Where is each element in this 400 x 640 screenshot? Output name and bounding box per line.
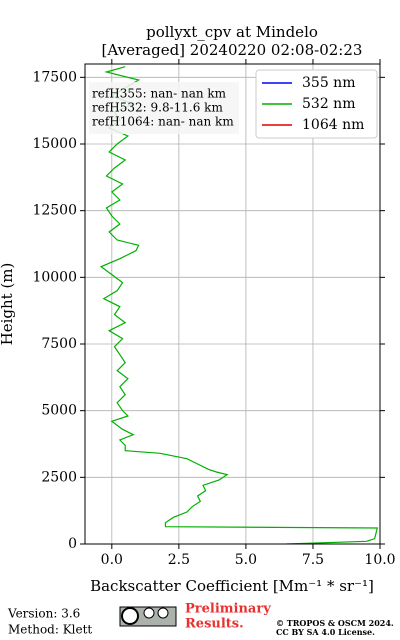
y-tick-label: 0 xyxy=(68,536,77,552)
y-tick-label: 15000 xyxy=(32,136,77,152)
annotation-box xyxy=(89,82,239,134)
y-tick-label: 17500 xyxy=(32,69,77,85)
chart-title: pollyxt_cpv at Mindelo xyxy=(146,23,318,41)
x-tick-label: 2.5 xyxy=(168,552,190,568)
logo-by xyxy=(143,607,155,619)
legend-label: 355 nm xyxy=(302,75,355,91)
status: Preliminary xyxy=(185,602,271,617)
y-axis-label: Height (m) xyxy=(0,263,16,346)
x-tick-label: 5.0 xyxy=(235,552,257,568)
y-tick-label: 5000 xyxy=(41,403,77,419)
plot-frame xyxy=(84,63,381,545)
copyright: © TROPOS & OSCM 2024. xyxy=(276,618,394,628)
logo-cc xyxy=(121,607,139,625)
x-tick-label: 10.0 xyxy=(364,552,395,568)
y-tick-label: 12500 xyxy=(32,203,77,219)
logo-sa xyxy=(157,607,169,619)
license-logo xyxy=(119,606,177,627)
annotation: refH532: 9.8-11.6 km xyxy=(92,101,223,115)
x-tick-label: 7.5 xyxy=(302,552,324,568)
annotation: refH355: nan- nan km xyxy=(92,87,227,101)
legend-box xyxy=(255,69,378,139)
version: Version: 3.6 xyxy=(7,607,80,621)
status: Results. xyxy=(185,617,244,632)
x-axis-label: Backscatter Coefficient [Mm⁻¹ * sr⁻¹] xyxy=(90,577,374,595)
method: Method: Klett xyxy=(8,623,92,637)
y-tick-label: 7500 xyxy=(41,336,77,352)
y-tick-label: 2500 xyxy=(41,469,77,485)
copyright: CC BY SA 4.0 License. xyxy=(276,627,375,637)
profile-line xyxy=(99,66,379,544)
x-tick-label: 0.0 xyxy=(101,552,123,568)
legend-label: 532 nm xyxy=(302,96,355,112)
chart-title: [Averaged] 20240220 02:08-02:23 xyxy=(102,41,363,59)
legend-label: 1064 nm xyxy=(302,117,364,133)
annotation: refH1064: nan- nan km xyxy=(92,115,234,129)
y-tick-label: 10000 xyxy=(32,269,77,285)
